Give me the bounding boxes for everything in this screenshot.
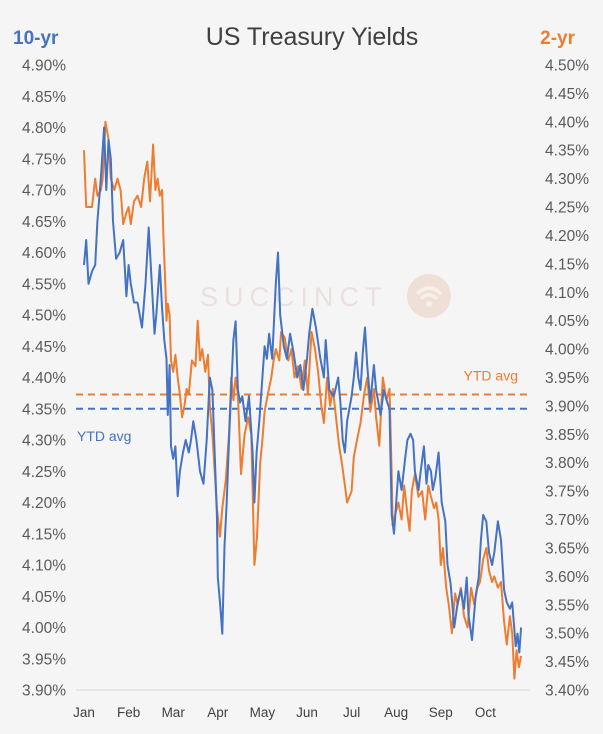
right-tick-label: 4.30% (545, 171, 589, 188)
x-tick-label: Aug (384, 705, 408, 720)
ten-year-ytd-avg-label: YTD avg (77, 428, 131, 444)
right-tick-label: 3.75% (545, 484, 589, 501)
right-tick-label: 3.55% (545, 597, 589, 614)
x-tick-label: May (250, 705, 276, 720)
right-tick-label: 4.00% (545, 342, 589, 359)
right-tick-label: 3.70% (545, 512, 589, 529)
left-tick-label: 4.65% (22, 214, 66, 231)
left-axis-ticks: 4.90% 4.85% 4.80% 4.75% 4.70% 4.65% 4.60% 4.55%… (22, 58, 66, 700)
two-year-series-line (83, 120, 523, 680)
left-tick-label: 4.75% (22, 151, 66, 168)
right-tick-label: 3.50% (545, 626, 589, 643)
left-tick-label: 4.20% (22, 495, 66, 512)
x-tick-label: Oct (475, 705, 496, 720)
right-axis-label: 2-yr (540, 28, 575, 49)
series-lines (83, 120, 523, 680)
left-tick-label: 4.60% (22, 245, 66, 262)
right-tick-label: 4.15% (545, 256, 589, 273)
watermark-text: SUCCINCT (200, 282, 388, 312)
right-axis-ticks: 4.50% 4.45% 4.40% 4.35% 4.30% 4.25% 4.20% 4.15%… (545, 58, 589, 700)
left-tick-label: 3.95% (22, 651, 66, 668)
two-year-ytd-avg-label: YTD avg (464, 368, 518, 384)
watermark-logo (407, 274, 451, 318)
left-tick-label: 4.80% (22, 120, 66, 137)
x-tick-label: Jun (296, 705, 318, 720)
left-tick-label: 4.00% (22, 620, 66, 637)
x-tick-label: Apr (207, 705, 229, 720)
right-tick-label: 3.60% (545, 569, 589, 586)
x-tick-label: Mar (162, 705, 186, 720)
left-tick-label: 4.40% (22, 370, 66, 387)
left-tick-label: 4.30% (22, 433, 66, 450)
right-tick-label: 3.80% (545, 455, 589, 472)
right-tick-label: 4.35% (545, 143, 589, 160)
right-tick-label: 4.45% (545, 86, 589, 103)
ten-year-series-line (83, 126, 523, 654)
left-tick-label: 4.35% (22, 401, 66, 418)
right-tick-label: 4.50% (545, 58, 589, 75)
left-tick-label: 4.90% (22, 58, 66, 75)
right-tick-label: 4.25% (545, 200, 589, 217)
right-tick-label: 4.10% (545, 285, 589, 302)
x-tick-label: Jan (73, 705, 95, 720)
right-tick-label: 3.90% (545, 398, 589, 415)
ytd-average-labels: YTD avg YTD avg (77, 368, 518, 444)
left-axis-label: 10-yr (13, 28, 59, 49)
right-tick-label: 3.95% (545, 370, 589, 387)
left-tick-label: 4.70% (22, 183, 66, 200)
left-tick-label: 4.15% (22, 526, 66, 543)
right-tick-label: 3.40% (545, 683, 589, 700)
left-tick-label: 3.90% (22, 683, 66, 700)
right-tick-label: 4.20% (545, 228, 589, 245)
x-tick-label: Feb (117, 705, 140, 720)
left-tick-label: 4.10% (22, 558, 66, 575)
right-tick-label: 4.40% (545, 114, 589, 131)
left-tick-label: 4.05% (22, 589, 66, 606)
right-tick-label: 4.05% (545, 313, 589, 330)
chart-title: US Treasury Yields (206, 23, 419, 51)
ytd-average-lines (76, 393, 530, 410)
left-tick-label: 4.85% (22, 89, 66, 106)
left-tick-label: 4.45% (22, 339, 66, 356)
watermark: SUCCINCT (200, 274, 451, 318)
x-tick-label: Jul (343, 705, 360, 720)
left-tick-label: 4.55% (22, 276, 66, 293)
left-tick-label: 4.25% (22, 464, 66, 481)
x-axis-ticks: Jan Feb Mar Apr May Jun Jul Aug Sep Oct (73, 705, 496, 720)
right-tick-label: 3.45% (545, 654, 589, 671)
right-tick-label: 3.85% (545, 427, 589, 444)
right-tick-label: 3.65% (545, 540, 589, 557)
left-tick-label: 4.50% (22, 308, 66, 325)
x-tick-label: Sep (429, 705, 453, 720)
